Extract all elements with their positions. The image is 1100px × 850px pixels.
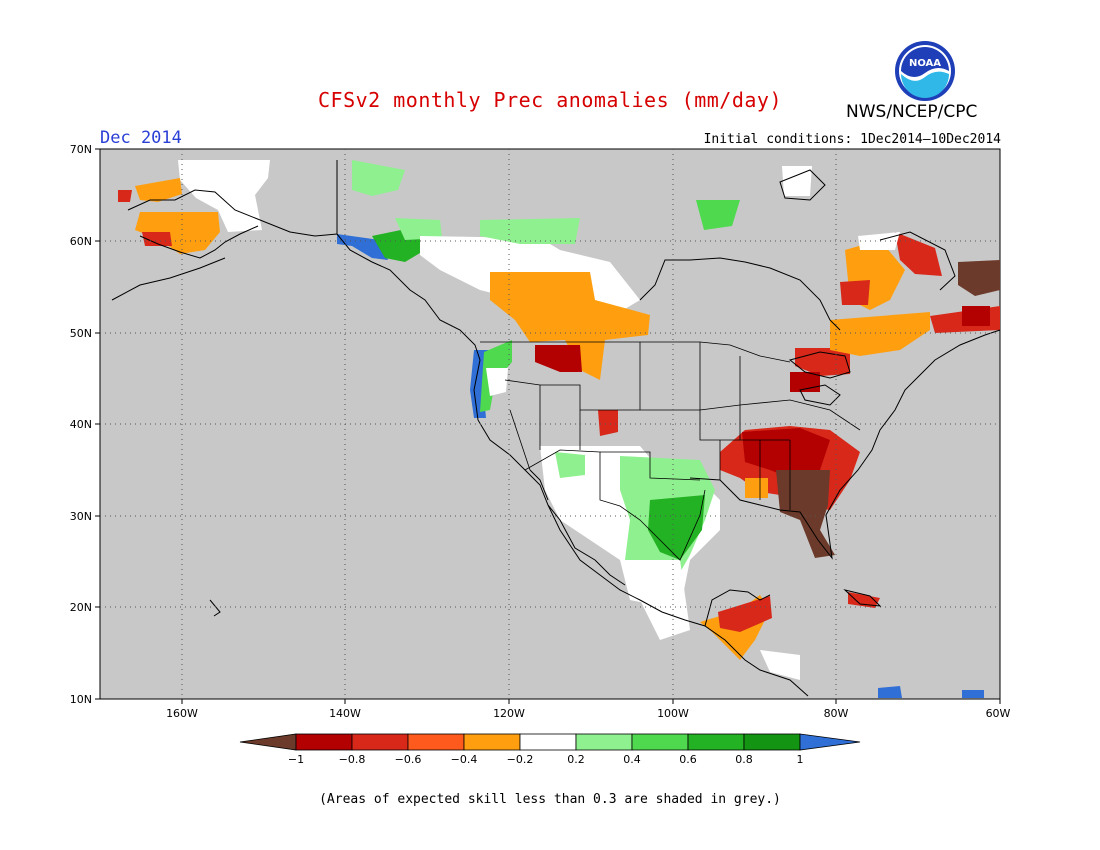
southeast-darkred-patch [742,428,830,480]
footnote: (Areas of expected skill less than 0.3 a… [319,792,781,807]
forecast-month: Dec 2014 [100,128,182,148]
newfoundland-darkred-patch [962,306,990,326]
agency-label: NWS/NCEP/CPC [846,102,978,122]
lon-label: 60W [986,707,1011,720]
colorbar-swatch-4 [463,733,521,751]
noaa-logo-icon: NOAA [895,41,955,101]
caribbean-blue-patch [878,686,902,698]
anomaly-patches [118,160,1000,698]
lon-label: 160W [166,707,198,720]
gridlines [100,149,1000,699]
colorbar-label: −0.6 [395,753,422,766]
colorbar-swatch-6 [575,733,633,751]
lat-labels: 70N 60N 50N 40N 30N 20N 10N [70,143,92,706]
lon-labels: 160W 140W 120W 100W 80W 60W [166,707,1010,720]
colorbar-swatch-3 [407,733,465,751]
axis-ticks [95,148,1001,704]
colorbar-label: −0.4 [451,753,478,766]
southeast-brown-patch [776,470,835,558]
quebec-orange-patch [830,312,930,356]
alaska-red-patch-2 [118,190,132,202]
colorbar-swatch-8 [687,733,745,751]
colorbar-swatch-2 [351,733,409,751]
colorbar: −1 −0.8 −0.6 −0.4 −0.2 0.2 0.4 0.6 0.8 1 [239,733,861,766]
caribbean-blue-patch-2 [962,690,984,698]
colorbar-label: 1 [797,753,804,766]
lon-label: 80W [824,707,849,720]
colorbar-swatch-10 [799,733,861,751]
alaska-red-patch [142,232,172,246]
lon-label: 120W [493,707,525,720]
prairie-red-patch [535,345,582,372]
colorbar-label: 0.8 [735,753,753,766]
bc-lightgreen-patch-2 [395,218,442,240]
lat-label: 30N [70,510,92,523]
lat-label: 50N [70,327,92,340]
centralam-red-patch [718,596,772,632]
coastlines [111,160,1001,697]
lat-label: 70N [70,143,92,156]
prairie-orange-patch [490,272,650,380]
colorbar-label: 0.6 [679,753,697,766]
canada-lightgreen-patch [480,218,580,244]
centralam-white-patch [760,650,800,680]
mexico-white-patch [625,560,690,640]
baffin-green-patch [696,200,740,230]
newfoundland-brown-patch [958,260,1000,296]
lat-label: 20N [70,601,92,614]
colorbar-label: −0.2 [507,753,534,766]
southeast-orange-patch [745,478,768,498]
labrador-red-patch [895,232,942,276]
labrador-white-patch [858,232,900,250]
colorbar-swatch-9 [743,733,801,751]
lat-label: 40N [70,418,92,431]
lat-label: 10N [70,693,92,706]
colorbar-label: 0.2 [567,753,585,766]
quebec-red-patch [840,280,870,305]
colorbar-swatch-5 [519,733,577,751]
pnw-white-patch [486,368,508,396]
colorbar-swatch-1 [295,733,353,751]
colorbar-swatch-0 [239,733,297,751]
colorbar-swatch-7 [631,733,689,751]
chart-title: CFSv2 monthly Prec anomalies (mm/day) [317,88,783,112]
colorbar-label: −1 [288,753,304,766]
lon-label: 100W [657,707,689,720]
caribbean-red-patch [848,592,880,608]
lat-label: 60N [70,235,92,248]
baffin-white-patch [782,166,812,196]
political-borders [480,341,861,561]
bc-lightgreen-patch [352,160,405,196]
initial-conditions: Initial conditions: 1Dec2014—10Dec2014 [703,132,1001,147]
colorbar-label: −0.8 [339,753,366,766]
alaska-orange-patch [135,178,182,202]
logo-text: NOAA [909,58,941,69]
alaska-white-patch [178,160,270,232]
texas-green-patch [648,495,705,560]
colorbar-label: 0.4 [623,753,641,766]
lon-label: 140W [329,707,361,720]
alaska-orange-patch-2 [135,212,220,254]
colorado-red-patch [598,410,618,436]
southwest-lightgreen-patch [555,452,585,478]
